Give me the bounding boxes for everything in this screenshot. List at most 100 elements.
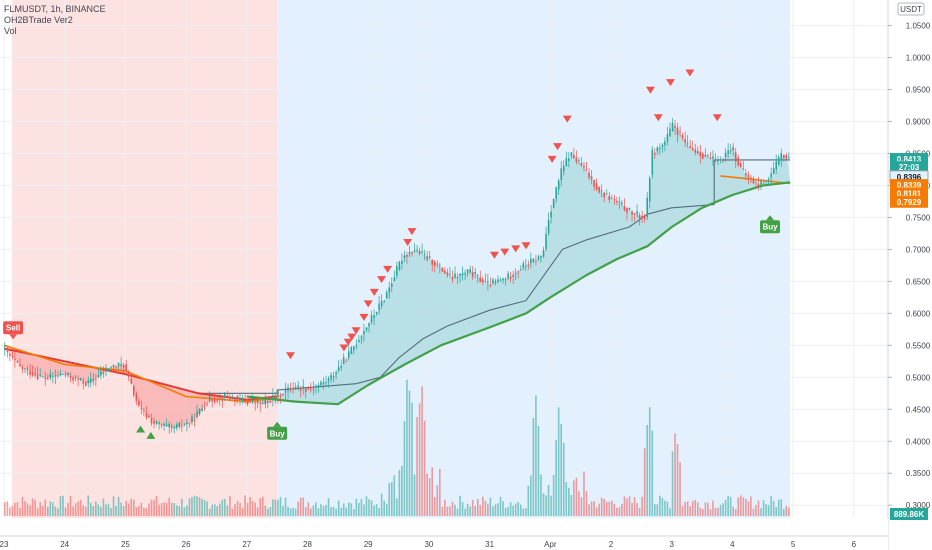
candle-body <box>456 276 459 278</box>
candle-body <box>79 378 82 381</box>
candle-body <box>191 416 193 423</box>
volume-bar <box>739 495 742 516</box>
volume-bar <box>681 505 684 516</box>
volume-bar <box>411 402 413 516</box>
volume-bar <box>186 505 188 516</box>
candle-body <box>52 376 54 378</box>
volume-bar <box>150 499 153 516</box>
candle-body <box>378 303 380 311</box>
volume-bar <box>229 495 231 516</box>
sell-triangle-marker <box>665 79 675 87</box>
candle-body <box>466 269 469 274</box>
volume-bar <box>178 505 181 516</box>
volume-bar <box>347 502 350 516</box>
candle-body <box>332 376 335 378</box>
candle-body <box>175 424 178 428</box>
candle-body <box>441 267 444 272</box>
candle-body <box>727 150 729 154</box>
volume-bar <box>148 503 150 516</box>
candle-body <box>600 190 603 192</box>
volume-bar <box>54 506 57 516</box>
candle-body <box>428 256 431 258</box>
candle-body <box>742 168 745 170</box>
candle-body <box>674 125 676 128</box>
volume-bar <box>464 508 466 516</box>
candle-body <box>350 347 353 355</box>
candle-body <box>780 153 783 161</box>
volume-bar <box>155 495 158 516</box>
volume-bar <box>431 467 434 516</box>
volume-bar <box>87 495 90 516</box>
candle-body <box>691 148 694 150</box>
candle-body <box>413 250 416 252</box>
candle-body <box>54 375 57 377</box>
volume-bar <box>320 504 322 516</box>
candle-body <box>342 357 345 365</box>
candle-body <box>390 283 393 287</box>
candle-body <box>504 279 507 281</box>
candle-body <box>595 183 598 190</box>
sell-triangle-marker <box>369 288 379 296</box>
volume-bar <box>737 497 740 516</box>
candle-body <box>433 261 436 266</box>
volume-bar <box>31 498 34 516</box>
candle-body <box>717 159 719 162</box>
candle-body <box>112 364 115 368</box>
volume-bar <box>67 502 69 516</box>
price-axis-panel <box>888 0 932 550</box>
volume-bar <box>732 506 734 516</box>
sell-triangle-marker <box>500 248 510 256</box>
candle-body <box>272 395 274 400</box>
volume-bar <box>757 500 760 516</box>
sell-triangle-marker <box>363 300 373 308</box>
volume-bar <box>41 505 44 516</box>
volume-bar <box>482 496 484 516</box>
y-tick-label: 0.9000 <box>906 118 931 127</box>
candle-body <box>476 274 479 276</box>
volume-bar <box>598 503 600 516</box>
volume-bar <box>92 505 95 516</box>
candle-body <box>170 426 173 428</box>
volume-bar <box>239 503 241 516</box>
y-tick-label: 0.7500 <box>906 213 931 222</box>
volume-bars <box>4 379 790 516</box>
candle-body <box>772 168 775 174</box>
price-tag-text: 0.8181 <box>897 189 922 198</box>
candle-body <box>568 158 570 161</box>
volume-bar <box>537 425 540 516</box>
candle-body <box>482 279 484 283</box>
volume-bar <box>236 501 239 516</box>
volume-bar <box>226 505 229 516</box>
buy-signal-text: Buy <box>762 223 778 232</box>
sell-triangle-marker <box>653 114 663 122</box>
candle-body <box>322 382 325 384</box>
candle-body <box>229 396 231 400</box>
volume-bar <box>267 508 269 516</box>
volume-bar <box>416 417 418 516</box>
sell-triangle-marker <box>403 239 413 247</box>
candle-body <box>181 425 183 427</box>
candle-body <box>264 400 267 405</box>
volume-bar <box>575 477 578 516</box>
volume-bar <box>234 504 236 516</box>
candle-body <box>302 386 305 388</box>
volume-bar <box>304 507 307 516</box>
volume-bar <box>145 508 148 516</box>
volume-bar <box>547 484 550 516</box>
volume-bar <box>289 508 292 516</box>
volume-bar <box>714 507 717 516</box>
volume-bar <box>375 504 378 516</box>
sell-triangle-marker <box>351 327 361 335</box>
volume-bar <box>358 502 360 516</box>
candle-body <box>565 158 568 167</box>
volume-bar <box>755 504 757 516</box>
candles <box>4 118 790 434</box>
candle-body <box>684 138 686 143</box>
volume-bar <box>383 500 385 516</box>
volume-bar <box>158 504 160 516</box>
candle-body <box>16 361 19 363</box>
candle-body <box>241 399 244 401</box>
volume-bar <box>297 501 299 516</box>
volume-bar <box>487 503 489 516</box>
volume-bar <box>489 497 492 516</box>
